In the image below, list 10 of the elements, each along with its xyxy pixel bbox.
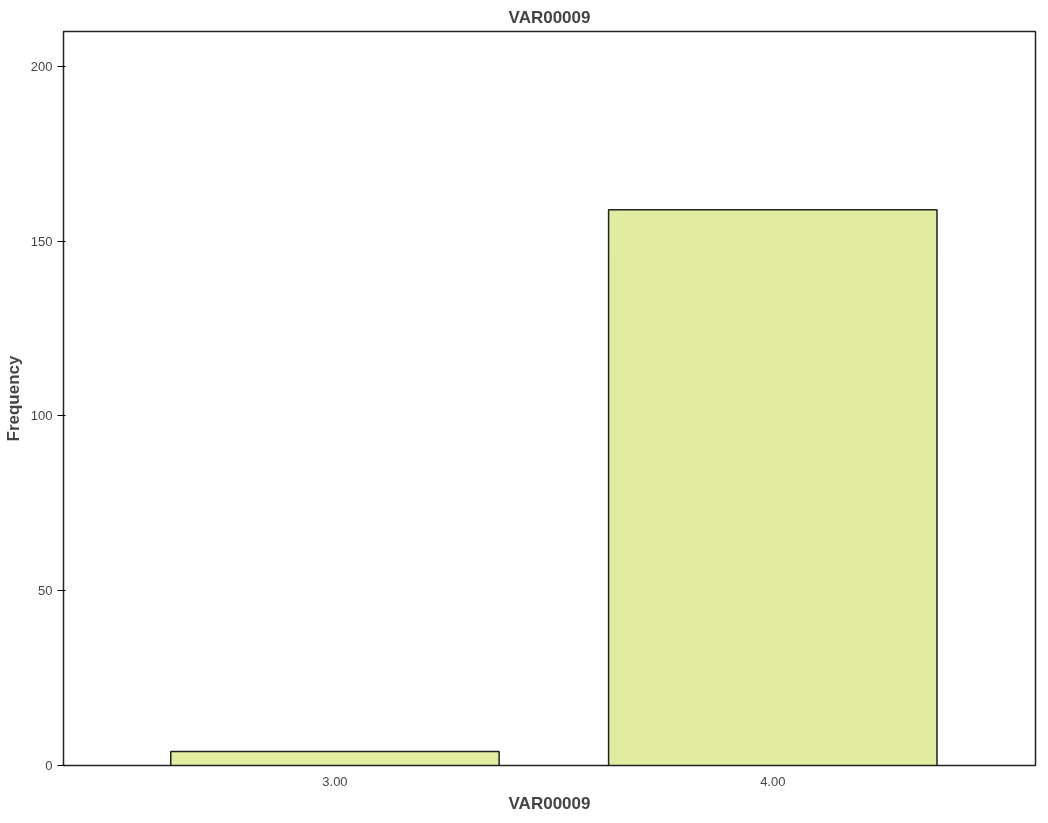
y-tick-label: 100 bbox=[30, 408, 53, 424]
y-tick-label: 150 bbox=[30, 233, 53, 249]
x-axis-title: VAR00009 bbox=[508, 793, 591, 813]
y-axis-title: Frequency bbox=[3, 354, 23, 442]
y-tick-label: 200 bbox=[30, 58, 53, 74]
y-tick-label: 0 bbox=[45, 758, 53, 773]
x-tick-label: 3.00 bbox=[322, 773, 348, 789]
y-tick-label: 50 bbox=[38, 583, 53, 599]
chart-title: VAR00009 bbox=[508, 7, 591, 27]
x-tick-label: 4.00 bbox=[760, 773, 786, 789]
